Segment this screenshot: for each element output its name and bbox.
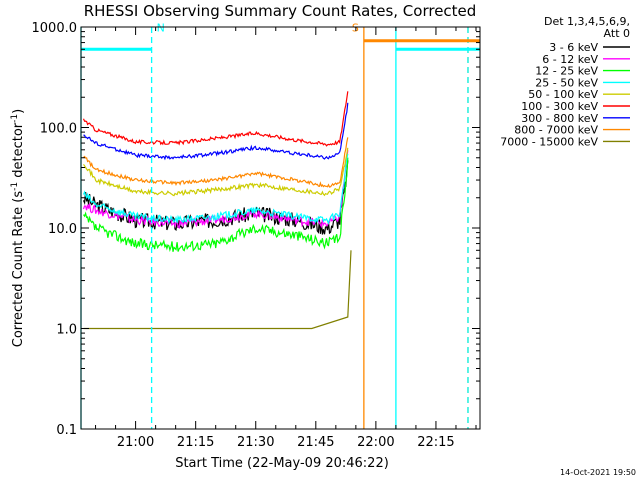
series-line-7 (83, 137, 349, 188)
chart-title: RHESSI Observing Summary Count Rates, Co… (84, 2, 477, 20)
legend-label-8: 7000 - 15000 keV (500, 135, 598, 148)
legend-label-2: 12 - 25 keV (535, 65, 598, 78)
y-tick-label: 100.0 (40, 122, 77, 137)
legend-label-1: 6 - 12 keV (542, 53, 598, 66)
series-line-5 (82, 91, 349, 147)
y-axis-label: Corrected Count Rate (s-1 detector-1) (10, 109, 26, 347)
legend-label-7: 800 - 7000 keV (514, 124, 598, 137)
y-axis-label-tail-exp: -1 (10, 114, 20, 123)
legend-label-6: 300 - 800 keV (521, 112, 598, 125)
y-axis-label-exp: -1 (10, 182, 20, 191)
y-axis-label-tail: detector (11, 122, 26, 182)
y-tick-label: 1000.0 (32, 21, 78, 36)
x-tick-label: 21:15 (177, 435, 214, 450)
x-tick-label: 22:15 (417, 435, 454, 450)
timestamp: 14-Oct-2021 19:50 (560, 468, 636, 477)
x-tick-label: 21:30 (237, 435, 274, 450)
x-axis-label: Start Time (22-May-09 20:46:22) (175, 456, 389, 471)
series-line-4 (83, 147, 349, 197)
y-axis-label-end: ) (11, 109, 26, 114)
x-tick-label: 21:45 (297, 435, 334, 450)
legend-label-3: 25 - 50 keV (535, 76, 598, 89)
y-tick-label: 1.0 (56, 323, 77, 338)
series-line-0 (82, 160, 349, 235)
x-tick-label: 22:00 (357, 435, 394, 450)
legend-label-0: 3 - 6 keV (549, 41, 598, 54)
y-tick-label: 0.1 (56, 423, 77, 438)
y-tick-label: 10.0 (48, 222, 77, 237)
legend-header-line-1: Det 1,3,4,5,6,9, (544, 15, 630, 28)
legend-header-line-2: Att 0 (604, 27, 630, 40)
y-axis: 0.1 1.0 10.0 100.0 1000.0 (32, 21, 480, 438)
flag-label-0: N (157, 22, 165, 35)
series-line-6 (83, 102, 349, 161)
y-axis-label-main: Corrected Count Rate (s (11, 191, 26, 348)
series-line-2 (83, 157, 349, 252)
x-tick-label: 21:00 (117, 435, 154, 450)
series-line-3 (82, 153, 349, 225)
legend-label-5: 100 - 300 keV (521, 100, 598, 113)
legend-label-4: 50 - 100 keV (528, 88, 598, 101)
x-axis: 21:00 21:15 21:30 21:45 22:00 22:15 (95, 27, 477, 450)
